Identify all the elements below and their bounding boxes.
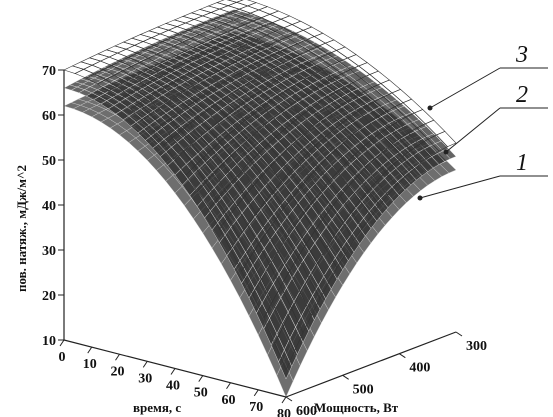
y-tick-mark [342, 374, 349, 380]
callout-leader [419, 175, 501, 199]
y-axis-line [285, 331, 457, 398]
z-tick-label: 30 [42, 244, 56, 259]
x-axis-label: время, с [133, 400, 181, 415]
x-tick-mark [115, 353, 120, 361]
callout-dot [417, 195, 423, 201]
x-tick-mark [281, 396, 287, 404]
x-tick-mark [226, 382, 231, 390]
x-tick-label: 50 [194, 386, 208, 401]
z-tick-label: 40 [42, 199, 56, 214]
x-tick-label: 80 [277, 407, 291, 417]
y-tick-mark [285, 396, 293, 402]
x-tick-mark [170, 368, 176, 375]
x-tick-label: 20 [111, 364, 125, 379]
y-tick-label: 500 [353, 382, 374, 397]
x-tick-mark [142, 361, 148, 368]
callout-leader [445, 107, 501, 153]
y-axis-label: Мощность, Вт [314, 400, 399, 415]
surface-cell [278, 349, 292, 380]
x-tick-mark [87, 346, 93, 354]
z-tick-label: 70 [42, 64, 56, 79]
surface-layer [63, 0, 457, 398]
x-tick-label: 40 [166, 379, 180, 394]
surface-3 [63, 0, 457, 371]
callout-label-3: 3 [515, 42, 528, 68]
callout-dot [443, 149, 449, 155]
y-tick-label: 600 [296, 404, 317, 417]
callout-dot [427, 105, 433, 111]
x-tick-mark [59, 339, 65, 347]
x-tick-mark [198, 375, 204, 382]
callout-label-1: 1 [516, 150, 528, 176]
x-tick-label: 70 [249, 400, 263, 415]
z-tick-label: 20 [42, 289, 56, 304]
x-tick-label: 30 [138, 371, 152, 386]
callout-leader [429, 67, 501, 109]
x-tick-label: 10 [83, 357, 97, 372]
y-tick-label: 300 [466, 339, 487, 354]
y-tick-mark [399, 353, 406, 359]
callout-label-2: 2 [516, 82, 528, 108]
x-tick-label: 0 [59, 350, 66, 365]
x-tick-label: 60 [222, 393, 236, 408]
z-tick-label: 10 [42, 334, 56, 349]
z-tick-label: 60 [42, 109, 56, 124]
z-tick-label: 50 [42, 154, 56, 169]
y-tick-mark [455, 331, 463, 337]
surface-cell [274, 325, 295, 371]
callouts-layer: 3 2 1 [417, 42, 548, 201]
x-tick-mark [253, 389, 259, 397]
y-tick-label: 400 [409, 361, 430, 376]
z-axis-label: пов. натяж., мДж/м^2 [14, 165, 29, 292]
